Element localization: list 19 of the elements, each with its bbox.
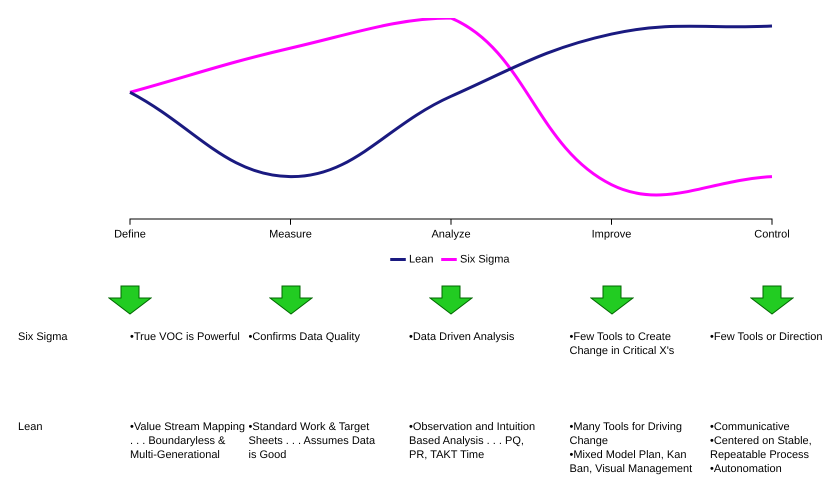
text: •Value Stream Mapping . . . Boundaryless & Multi-Generational [130,420,246,462]
x-tick-label: Define [114,228,146,240]
text: •Standard Work & Target Sheets . . . Assumes Data is Good [248,420,376,462]
x-tick-label: Control [754,228,790,240]
text: •Communicative •Centered on Stable, Repeatable Process •Autonomation [710,420,813,476]
text: Lean [18,420,44,434]
text: •Confirms Data Quality [248,330,361,344]
x-tick-label: Analyze [431,228,471,240]
legend-label: Lean [409,254,434,266]
legend-label: Six Sigma [460,254,510,266]
text: •Observation and Intuition Based Analysis . . . PQ, PR, TAKT Time [409,420,536,462]
text: Six Sigma [18,330,69,344]
x-tick-label: Improve [592,228,632,240]
text: •Data Driven Analysis [409,330,516,344]
text: •Many Tools for Driving Change •Mixed Model Plan, Kan Ban, Visual Management [570,420,694,476]
text: •True VOC is Powerful [130,330,241,344]
text: •Few Tools to Create Change in Critical X's [570,330,676,358]
x-tick-label: Measure [269,228,312,240]
text: •Few Tools or Direction [710,330,824,344]
